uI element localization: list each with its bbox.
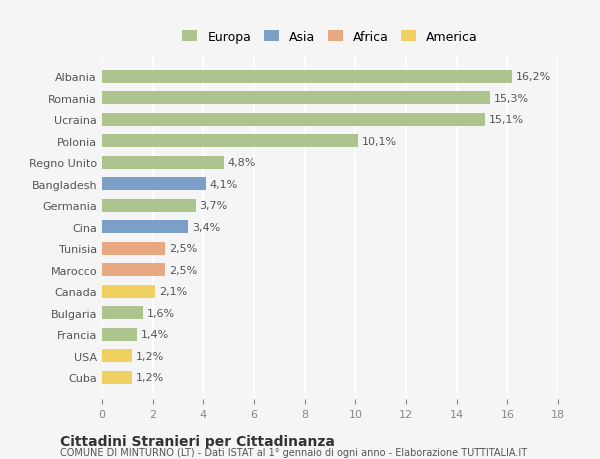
Bar — [102, 178, 206, 191]
Bar — [102, 157, 224, 169]
Text: 4,1%: 4,1% — [209, 179, 238, 189]
Text: Cittadini Stranieri per Cittadinanza: Cittadini Stranieri per Cittadinanza — [60, 434, 335, 448]
Bar — [102, 71, 512, 84]
Text: 3,7%: 3,7% — [200, 201, 228, 211]
Text: 1,6%: 1,6% — [146, 308, 175, 318]
Text: 15,1%: 15,1% — [488, 115, 523, 125]
Text: 3,4%: 3,4% — [192, 222, 220, 232]
Bar — [102, 242, 166, 255]
Legend: Europa, Asia, Africa, America: Europa, Asia, Africa, America — [179, 27, 481, 47]
Bar — [102, 199, 196, 212]
Text: COMUNE DI MINTURNO (LT) - Dati ISTAT al 1° gennaio di ogni anno - Elaborazione T: COMUNE DI MINTURNO (LT) - Dati ISTAT al … — [60, 448, 527, 458]
Text: 16,2%: 16,2% — [516, 72, 551, 82]
Text: 10,1%: 10,1% — [362, 136, 397, 146]
Text: 2,5%: 2,5% — [169, 244, 197, 254]
Text: 2,5%: 2,5% — [169, 265, 197, 275]
Bar — [102, 135, 358, 148]
Bar — [102, 221, 188, 234]
Text: 1,4%: 1,4% — [141, 330, 170, 339]
Text: 4,8%: 4,8% — [227, 158, 256, 168]
Bar — [102, 371, 133, 384]
Text: 2,1%: 2,1% — [159, 286, 187, 297]
Bar — [102, 328, 137, 341]
Text: 1,2%: 1,2% — [136, 372, 164, 382]
Bar — [102, 307, 143, 319]
Text: 1,2%: 1,2% — [136, 351, 164, 361]
Bar — [102, 285, 155, 298]
Bar — [102, 263, 166, 276]
Bar — [102, 349, 133, 362]
Bar — [102, 92, 490, 105]
Text: 15,3%: 15,3% — [493, 94, 529, 104]
Bar — [102, 113, 485, 127]
